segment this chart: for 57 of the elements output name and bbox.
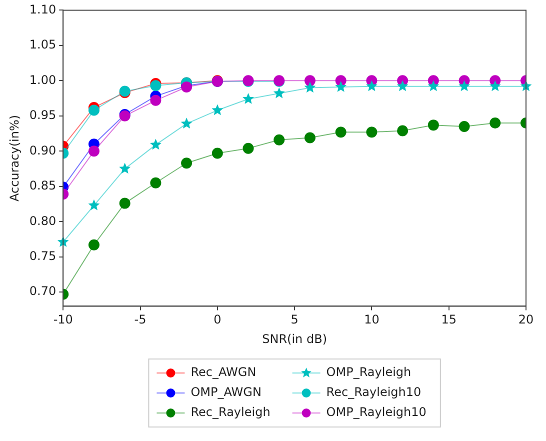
point: [181, 158, 192, 169]
y-tick-label: 0.85: [29, 178, 56, 193]
x-tick-label: 0: [214, 312, 222, 327]
point: [180, 118, 192, 129]
point: [88, 146, 100, 157]
point: [88, 104, 100, 116]
x-axis-title: SNR(in dB): [262, 332, 328, 346]
x-tick-label: 5: [290, 312, 298, 327]
y-tick-label: 0.90: [29, 143, 56, 158]
point: [304, 132, 316, 144]
legend-label: Rec_AWGN: [190, 365, 256, 380]
point: [242, 93, 254, 104]
legend-label: OMP_Rayleigh10: [326, 405, 426, 420]
legend-label: OMP_Rayleigh: [326, 365, 412, 380]
y-tick-label: 0.80: [29, 214, 56, 228]
x-tick-label: -10: [53, 312, 73, 327]
legend-label: OMP_AWGN: [190, 385, 262, 400]
y-tick-label: 0.95: [29, 108, 56, 122]
y-tick-label: 0.70: [29, 284, 56, 298]
point: [88, 239, 100, 250]
legend-label: Rec_Rayleigh10: [326, 385, 422, 400]
point: [396, 80, 408, 92]
point: [150, 138, 162, 150]
point: [458, 120, 470, 132]
x-tick-label: -5: [134, 312, 146, 327]
point: [274, 134, 285, 146]
point: [150, 177, 162, 188]
point: [304, 82, 316, 93]
x-tick-label: 10: [364, 312, 380, 327]
point: [489, 80, 501, 92]
y-tick-label: 0.75: [29, 248, 56, 263]
point: [335, 81, 347, 92]
point: [428, 120, 439, 131]
point: [366, 80, 378, 92]
point: [150, 80, 162, 92]
y-tick-label: 1.10: [29, 2, 56, 16]
x-tick-label: 20: [518, 312, 534, 327]
point: [428, 80, 440, 92]
legend-label: Rec_Rayleigh: [190, 405, 270, 420]
y-tick-label: 1.05: [29, 38, 56, 52]
x-tick-label: 15: [441, 312, 456, 327]
point: [335, 126, 346, 138]
y-axis-title: Accuracy(in%): [7, 114, 22, 202]
point: [242, 142, 254, 154]
point: [490, 117, 501, 128]
point: [212, 104, 224, 116]
point: [366, 126, 378, 138]
point: [273, 87, 285, 98]
point: [88, 199, 100, 210]
point: [397, 125, 408, 136]
point: [150, 94, 162, 106]
point: [458, 80, 470, 92]
point: [119, 162, 131, 174]
y-tick-label: 1.00: [29, 72, 56, 87]
point: [304, 75, 316, 86]
point: [119, 198, 130, 209]
point: [212, 148, 223, 159]
